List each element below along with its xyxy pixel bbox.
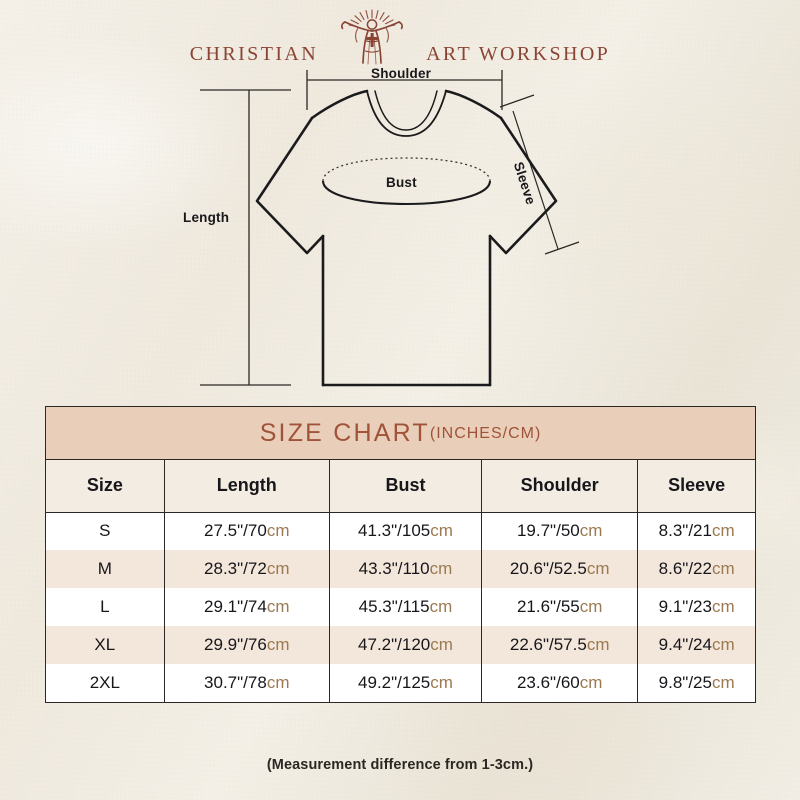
column-header-bust: Bust [329,460,483,513]
table-row: M 28.3"/72cm 43.3"/110cm 20.6"/52.5cm 8.… [46,550,755,588]
cell-shoulder: 22.6"/57.5cm [481,626,639,664]
length-dimension-line [200,89,291,386]
value-inches: 20.6"/52.5 [509,559,587,578]
cell-sleeve: 8.6"/22cm [637,550,755,588]
table-row: XL 29.9"/76cm 47.2"/120cm 22.6"/57.5cm 9… [46,626,755,664]
sleeve-dimension-line [499,94,580,255]
brand-word-left: CHRISTIAN [189,43,319,65]
risen-christ-with-cross-icon [324,7,420,69]
value-cm-unit: cm [266,597,290,616]
value-cm-unit: cm [429,597,453,616]
table-row: L 29.1"/74cm 45.3"/115cm 21.6"/55cm 9.1"… [46,588,755,626]
value-cm-unit: cm [430,635,453,654]
size-chart-table-container: SIZE CHART (INCHES/CM) Size Length Bust S… [45,406,756,703]
tshirt-outline [255,89,558,387]
value-cm-unit: cm [266,521,290,541]
cell-length: 29.1"/74cm [164,588,330,626]
cell-size: S [46,512,165,550]
value-inches: 9.8"/25 [658,673,712,692]
size-chart-title-main: SIZE CHART [259,418,430,447]
value-inches: 23.6"/60 [516,673,580,692]
cell-sleeve: 8.3"/21cm [637,512,755,550]
value-cm-unit: cm [266,635,290,654]
cell-length: 28.3"/72cm [164,550,330,588]
value-inches: 8.3"/21 [658,521,712,541]
size-chart-title: SIZE CHART (INCHES/CM) [46,407,755,460]
cell-sleeve: 9.8"/25cm [637,664,755,702]
value-cm-unit: cm [711,635,735,654]
cell-size: 2XL [46,664,165,702]
cell-length: 27.5"/70cm [164,512,330,550]
cell-size: M [46,550,165,588]
value-cm-unit: cm [711,559,735,578]
length-label: Length [183,210,230,225]
cell-bust: 41.3"/105cm [329,512,483,550]
tshirt-measurement-diagram: Shoulder Bust Length Sleeve [0,58,800,408]
cell-bust: 45.3"/115cm [329,588,483,626]
value-inches: 29.9"/76 [204,635,267,654]
value-inches: 43.3"/110 [358,559,430,578]
size-chart-title-units: (INCHES/CM) [429,425,542,442]
cell-length: 29.9"/76cm [164,626,330,664]
measurement-disclaimer: (Measurement difference from 1-3cm.) [266,757,534,773]
value-cm-unit: cm [266,673,290,692]
value-cm-unit: cm [579,597,603,616]
table-row: 2XL 30.7"/78cm 49.2"/125cm 23.6"/60cm 9.… [46,664,755,702]
cell-bust: 49.2"/125cm [329,664,483,702]
value-inches: 47.2"/120 [358,635,431,654]
brand-word-right: ART WORKSHOP [426,43,611,65]
brand-header: CHRISTIAN [0,6,800,68]
cell-size: XL [46,626,165,664]
cell-bust: 43.3"/110cm [329,550,483,588]
value-cm-unit: cm [711,597,735,616]
column-header-size: Size [46,460,165,513]
column-header-shoulder: Shoulder [481,460,639,513]
cell-sleeve: 9.4"/24cm [637,626,755,664]
shoulder-label: Shoulder [371,66,432,81]
value-inches: 9.1"/23 [658,597,712,616]
value-inches: 41.3"/105 [358,521,431,541]
cell-sleeve: 9.1"/23cm [637,588,755,626]
cell-size: L [46,588,165,626]
value-inches: 45.3"/115 [358,597,430,616]
value-inches: 8.6"/22 [658,559,712,578]
cell-shoulder: 20.6"/52.5cm [481,550,639,588]
cell-shoulder: 23.6"/60cm [481,664,639,702]
table-header-row: Size Length Bust Shoulder Sleeve [46,460,755,513]
value-inches: 29.1"/74 [204,597,267,616]
value-inches: 19.7"/50 [516,521,580,541]
bust-label: Bust [386,175,417,190]
value-inches: 9.4"/24 [658,635,712,654]
column-header-sleeve: Sleeve [637,460,755,513]
value-cm-unit: cm [579,521,603,541]
value-cm-unit: cm [430,673,453,692]
value-inches: 28.3"/72 [204,559,267,578]
value-cm-unit: cm [711,521,735,541]
shoulder-dimension-line [306,70,503,110]
value-inches: 49.2"/125 [358,673,431,692]
column-header-length: Length [164,460,330,513]
value-inches: 27.5"/70 [204,521,267,541]
value-cm-unit: cm [586,635,610,654]
cell-shoulder: 19.7"/50cm [481,512,639,550]
value-inches: 30.7"/78 [204,673,267,692]
value-cm-unit: cm [266,559,290,578]
table-row: S 27.5"/70cm 41.3"/105cm 19.7"/50cm 8.3"… [46,512,755,550]
value-cm-unit: cm [586,559,610,578]
cell-length: 30.7"/78cm [164,664,330,702]
value-cm-unit: cm [579,673,603,692]
bust-measurement-ellipse [321,157,492,206]
size-table: Size Length Bust Shoulder Sleeve S 27.5"… [46,460,755,702]
cell-bust: 47.2"/120cm [329,626,483,664]
value-inches: 22.6"/57.5 [509,635,587,654]
value-cm-unit: cm [711,673,735,692]
value-inches: 21.6"/55 [516,597,580,616]
value-cm-unit: cm [429,559,453,578]
value-cm-unit: cm [430,521,453,541]
cell-shoulder: 21.6"/55cm [481,588,639,626]
